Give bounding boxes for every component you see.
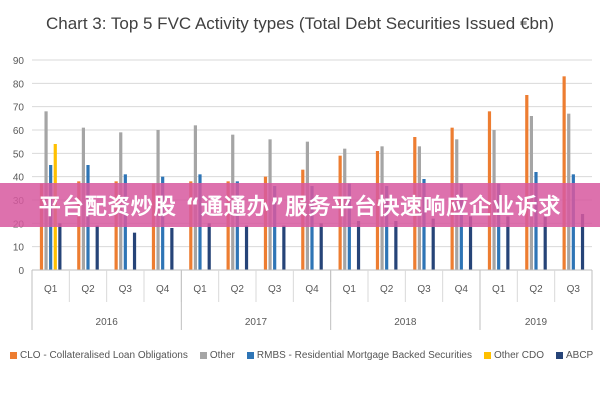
legend-item: Other [199, 350, 235, 361]
legend-item: ABCP [556, 350, 593, 361]
x-tick-label: Q3 [567, 284, 581, 295]
bar [431, 218, 435, 270]
year-label: 2016 [96, 317, 119, 328]
x-tick-label: Q4 [156, 284, 170, 295]
legend-label: RMBS - Residential Mortgage Backed Secur… [256, 350, 472, 361]
chart-title: Chart 3: Top 5 FVC Activity types (Total… [45, 14, 555, 33]
bar [356, 221, 361, 270]
x-tick-label: Q2 [231, 284, 245, 295]
bar [543, 216, 547, 270]
year-label: 2017 [245, 317, 268, 328]
bar [273, 186, 277, 270]
legend-label: ABCP [566, 350, 594, 361]
x-tick-label: Q1 [44, 284, 58, 295]
bar [468, 216, 473, 270]
overlay-banner: 平台配资炒股 “通通办”服务平台快速响应企业诉求 [0, 183, 600, 227]
legend-label: Other [209, 350, 235, 361]
bar [394, 221, 398, 270]
bar [170, 228, 174, 270]
legend-swatch [556, 352, 563, 359]
legend-label: CLO - Collateralised Loan Obligations [20, 350, 188, 361]
year-label: 2018 [394, 317, 417, 328]
x-tick-label: Q4 [305, 284, 319, 295]
bar [562, 76, 566, 270]
legend-swatch [10, 352, 17, 359]
x-tick-label: Q2 [529, 284, 543, 295]
y-tick-label: 10 [13, 243, 25, 254]
bar [95, 225, 99, 270]
legend-swatch [246, 352, 254, 359]
legend-swatch [199, 352, 207, 359]
x-tick-label: Q2 [81, 284, 95, 295]
bar [319, 223, 323, 270]
legend-label: Other CDO [493, 350, 544, 361]
bar [132, 232, 137, 270]
bar [58, 223, 62, 270]
y-tick-label: 40 [13, 173, 25, 184]
x-tick-label: Q3 [119, 284, 133, 295]
x-tick-label: Q1 [343, 284, 357, 295]
legend-item: CLO - Collateralised Loan Obligations [10, 350, 188, 361]
overlay-banner-text: 平台配资炒股 “通通办”服务平台快速响应企业诉求 [38, 195, 562, 220]
bar [310, 186, 314, 270]
y-tick-label: 70 [13, 103, 25, 114]
bar [244, 225, 249, 270]
y-tick-label: 90 [13, 56, 25, 67]
y-tick-label: 50 [13, 149, 25, 160]
x-tick-label: Q2 [380, 284, 394, 295]
y-tick-label: 80 [13, 79, 25, 90]
chart-legend: CLO - Collateralised Loan Obligations Oth… [10, 350, 595, 361]
legend-item: Other CDO [483, 350, 544, 361]
bar [207, 223, 211, 270]
x-tick-label: Q4 [455, 284, 469, 295]
x-tick-label: Q1 [492, 284, 506, 295]
bar [525, 95, 529, 270]
legend-item: RMBS - Residential Mortgage Backed Secur… [246, 350, 472, 361]
year-label: 2019 [525, 317, 548, 328]
y-tick-label: 0 [18, 266, 24, 277]
bar [506, 216, 510, 270]
bar [580, 214, 585, 270]
legend-swatch [483, 352, 491, 359]
x-tick-label: Q3 [417, 284, 431, 295]
x-tick-label: Q1 [193, 284, 207, 295]
y-tick-label: 60 [13, 126, 25, 137]
bar [282, 225, 286, 270]
x-tick-label: Q3 [268, 284, 282, 295]
bar [385, 186, 389, 270]
